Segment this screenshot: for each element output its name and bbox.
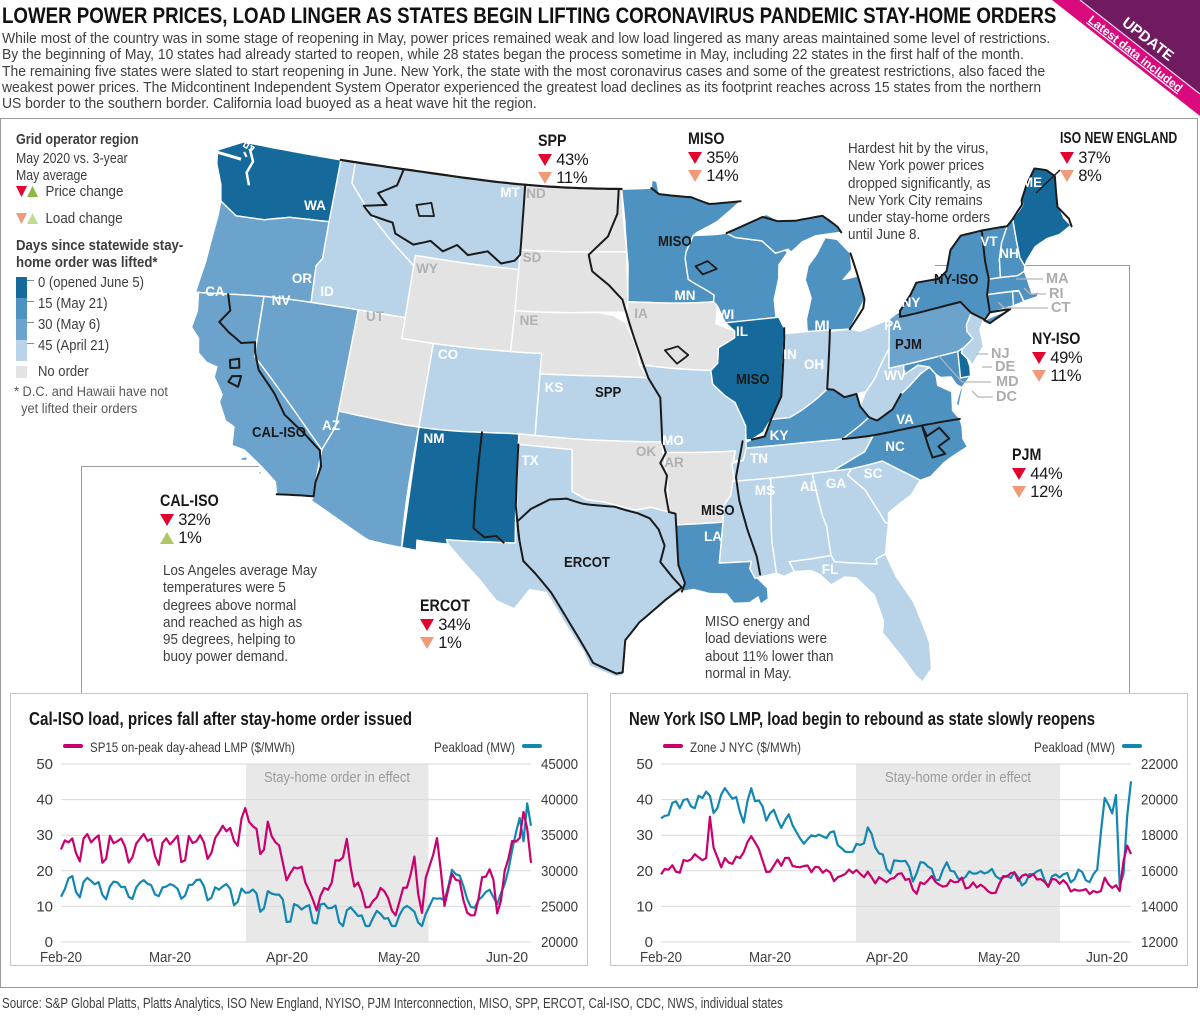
svg-text:25000: 25000 (541, 898, 578, 915)
svg-text:VA: VA (896, 412, 914, 427)
svg-text:IN: IN (783, 347, 797, 362)
svg-text:IA: IA (634, 306, 648, 321)
svg-text:LA: LA (704, 529, 722, 544)
svg-text:SD: SD (523, 250, 542, 265)
svg-text:OR: OR (292, 271, 313, 286)
svg-text:MO: MO (662, 433, 684, 448)
svg-text:NC: NC (885, 439, 905, 454)
svg-text:Apr-20: Apr-20 (266, 949, 308, 966)
svg-text:WA: WA (304, 198, 326, 213)
svg-text:ID: ID (320, 284, 334, 299)
svg-text:AZ: AZ (322, 418, 340, 433)
svg-text:Stay-home order in effect: Stay-home order in effect (885, 770, 1031, 786)
svg-text:20000: 20000 (541, 934, 578, 951)
svg-text:22000: 22000 (1141, 756, 1178, 773)
svg-text:GA: GA (826, 476, 847, 491)
svg-text:May-20: May-20 (378, 949, 420, 966)
svg-text:40: 40 (36, 792, 53, 809)
svg-text:May-20: May-20 (978, 949, 1020, 966)
svg-text:30000: 30000 (541, 863, 578, 880)
svg-text:CO: CO (438, 347, 458, 362)
svg-text:Jun-20: Jun-20 (486, 949, 528, 966)
svg-text:AR: AR (664, 455, 684, 470)
svg-text:CA: CA (205, 284, 225, 299)
svg-text:10: 10 (36, 898, 53, 915)
svg-text:18000: 18000 (1141, 827, 1178, 844)
svg-text:Zone J NYC ($/MWh): Zone J NYC ($/MWh) (690, 739, 801, 755)
svg-text:20: 20 (636, 863, 653, 880)
svg-text:NY: NY (902, 295, 921, 310)
svg-text:MT: MT (500, 185, 520, 200)
svg-text:OK: OK (636, 444, 657, 459)
svg-text:Jun-20: Jun-20 (1086, 949, 1128, 966)
svg-text:Mar-20: Mar-20 (149, 949, 191, 966)
svg-text:Peakload (MW): Peakload (MW) (434, 739, 515, 755)
svg-text:12000: 12000 (1141, 934, 1178, 951)
svg-text:0: 0 (645, 934, 653, 951)
svg-text:MI: MI (815, 318, 830, 333)
svg-text:10: 10 (636, 898, 653, 915)
svg-text:Stay-home order in effect: Stay-home order in effect (264, 770, 410, 786)
svg-text:35000: 35000 (541, 827, 578, 844)
svg-text:NV: NV (272, 293, 291, 308)
svg-text:45000: 45000 (541, 756, 578, 773)
svg-text:MN: MN (675, 288, 696, 303)
svg-text:ME: ME (1022, 175, 1042, 190)
svg-text:WY: WY (416, 261, 438, 276)
svg-text:SP15 on-peak day-ahead LMP ($/: SP15 on-peak day-ahead LMP ($/MWh) (90, 739, 295, 755)
svg-text:MS: MS (755, 483, 775, 498)
svg-text:NH: NH (999, 246, 1019, 261)
svg-text:OH: OH (804, 357, 824, 372)
svg-text:NM: NM (424, 431, 445, 446)
svg-text:Cal-ISO load, prices fall afte: Cal-ISO load, prices fall after stay-hom… (29, 708, 412, 729)
svg-text:KY: KY (770, 428, 789, 443)
svg-text:IL: IL (736, 324, 748, 339)
svg-text:20: 20 (36, 863, 53, 880)
svg-text:Apr-20: Apr-20 (866, 949, 908, 966)
svg-text:40: 40 (636, 792, 653, 809)
svg-text:NE: NE (520, 313, 539, 328)
svg-text:ND: ND (526, 186, 546, 201)
svg-text:Mar-20: Mar-20 (749, 949, 791, 966)
svg-text:TN: TN (750, 451, 768, 466)
svg-text:40000: 40000 (541, 792, 578, 809)
svg-text:0: 0 (45, 934, 53, 951)
svg-text:30: 30 (36, 827, 53, 844)
svg-text:16000: 16000 (1141, 863, 1178, 880)
svg-text:New York ISO LMP, load begin t: New York ISO LMP, load begin to rebound … (629, 708, 1095, 729)
svg-text:WV: WV (884, 368, 906, 383)
svg-text:20000: 20000 (1141, 792, 1178, 809)
svg-text:KS: KS (545, 380, 564, 395)
svg-text:50: 50 (36, 756, 53, 773)
svg-text:VT: VT (980, 234, 998, 249)
svg-text:Peakload (MW): Peakload (MW) (1034, 739, 1115, 755)
svg-text:SC: SC (864, 466, 883, 481)
svg-text:WI: WI (718, 307, 735, 322)
svg-text:TX: TX (521, 453, 538, 468)
svg-text:Feb-20: Feb-20 (40, 949, 82, 966)
svg-text:30: 30 (636, 827, 653, 844)
svg-text:FL: FL (822, 562, 839, 577)
svg-text:PA: PA (884, 318, 902, 333)
svg-text:Feb-20: Feb-20 (640, 949, 682, 966)
svg-text:50: 50 (636, 756, 653, 773)
svg-text:UT: UT (366, 309, 385, 324)
svg-text:14000: 14000 (1141, 898, 1178, 915)
svg-text:AL: AL (800, 479, 818, 494)
